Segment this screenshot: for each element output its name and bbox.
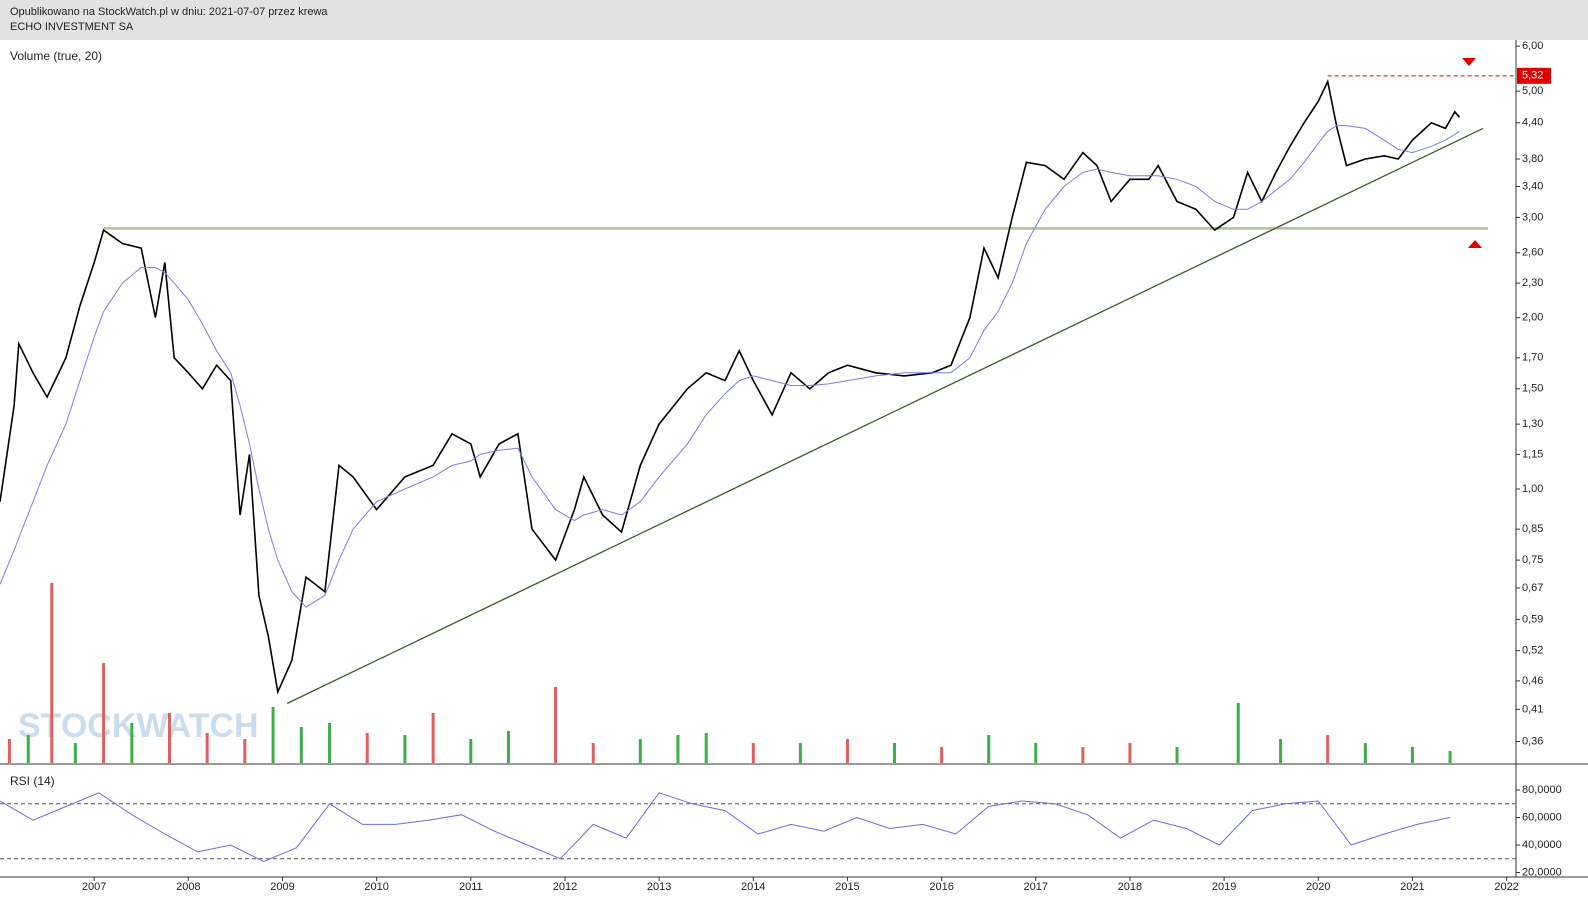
volume-bar (7, 739, 11, 763)
y-tick-label: 0,52 (1522, 645, 1543, 657)
x-tick-label: 2015 (835, 881, 859, 893)
volume-bar (1363, 743, 1367, 763)
y-tick-label: 3,40 (1522, 180, 1543, 192)
x-tick-label: 2019 (1212, 881, 1236, 893)
y-tick-label: 1,50 (1522, 383, 1543, 395)
y-tick-label: 0,46 (1522, 675, 1543, 687)
annotation-box (1517, 67, 1551, 84)
y-tick-label: 1,70 (1522, 352, 1543, 364)
series-line (0, 125, 1460, 608)
y-tick-label: 0,36 (1522, 735, 1543, 747)
series-line (0, 792, 1451, 863)
y-tick-label: 40,0000 (1522, 839, 1562, 851)
panel-label: Volume (true, 20) (10, 49, 102, 63)
volume-bar (299, 727, 303, 763)
y-tick-label: 0,67 (1522, 582, 1543, 594)
y-tick-label: 3,80 (1522, 153, 1543, 165)
volume-bar (102, 663, 106, 763)
y-tick-label: 6,00 (1522, 40, 1543, 52)
header-line: Opublikowano na StockWatch.pl w dniu: 20… (10, 6, 328, 18)
y-tick-label: 0,59 (1522, 613, 1543, 625)
volume-bar (1279, 739, 1283, 763)
marker (1462, 58, 1476, 66)
y-tick-label: 1,15 (1522, 448, 1543, 460)
volume-bar (271, 707, 275, 763)
volume-bar (940, 747, 944, 763)
volume-bar (704, 733, 708, 763)
y-tick-label: 20,0000 (1522, 866, 1562, 878)
volume-bar (1410, 747, 1414, 763)
y-tick-label: 4,40 (1522, 117, 1543, 129)
header-band (0, 0, 1588, 40)
watermark: STOCKWATCH (18, 707, 259, 745)
volume-bar (1236, 703, 1240, 763)
x-tick-label: 2020 (1306, 881, 1330, 893)
trend-line (286, 127, 1484, 704)
y-tick-label: 3,00 (1522, 211, 1543, 223)
x-tick-label: 2022 (1494, 881, 1518, 893)
x-tick-label: 2007 (82, 881, 106, 893)
series-line (0, 78, 1461, 695)
x-tick-label: 2016 (929, 881, 953, 893)
x-tick-label: 2012 (553, 881, 577, 893)
y-tick-label: 1,30 (1522, 418, 1543, 430)
volume-bar (893, 743, 897, 763)
volume-bar (328, 723, 332, 763)
volume-bar (1175, 747, 1179, 763)
volume-bar (26, 735, 30, 763)
volume-bar (1034, 743, 1038, 763)
y-tick-label: 2,30 (1522, 277, 1543, 289)
volume-bar (554, 687, 558, 763)
volume-bar (638, 739, 642, 763)
x-tick-label: 2008 (176, 881, 200, 893)
annotation-label: 5,32 (1522, 70, 1543, 82)
x-tick-label: 2014 (741, 881, 765, 893)
x-tick-label: 2018 (1118, 881, 1142, 893)
volume-bar (50, 583, 54, 763)
panel-label: RSI (14) (10, 774, 55, 788)
x-tick-label: 2017 (1024, 881, 1048, 893)
volume-bar (130, 723, 134, 763)
volume-bar (167, 713, 171, 763)
y-tick-label: 0,75 (1522, 554, 1543, 566)
volume-bar (243, 739, 247, 763)
volume-bar (591, 743, 595, 763)
volume-bar (676, 735, 680, 763)
y-tick-label: 2,60 (1522, 247, 1543, 259)
volume-bar (751, 743, 755, 763)
volume-bar (73, 743, 77, 763)
x-tick-label: 2009 (270, 881, 294, 893)
volume-bar (469, 739, 473, 763)
volume-bar (431, 713, 435, 763)
volume-bar (205, 733, 209, 763)
volume-bar (1081, 747, 1085, 763)
y-tick-label: 1,00 (1522, 483, 1543, 495)
y-tick-label: 80,0000 (1522, 784, 1562, 796)
volume-bar (798, 743, 802, 763)
y-tick-label: 2,00 (1522, 312, 1543, 324)
y-tick-label: 5,00 (1522, 85, 1543, 97)
x-tick-label: 2021 (1400, 881, 1424, 893)
x-tick-label: 2010 (364, 881, 388, 893)
volume-bar (1326, 735, 1330, 763)
volume-bar (506, 731, 510, 763)
x-tick-label: 2013 (647, 881, 671, 893)
volume-bar (365, 733, 369, 763)
y-tick-label: 0,41 (1522, 703, 1543, 715)
volume-bar (987, 735, 991, 763)
header-line: ECHO INVESTMENT SA (10, 21, 134, 33)
marker (1468, 240, 1482, 248)
volume-bar (1448, 751, 1452, 763)
volume-bar (1128, 743, 1132, 763)
y-tick-label: 60,0000 (1522, 811, 1562, 823)
x-tick-label: 2011 (459, 881, 483, 893)
y-tick-label: 0,85 (1522, 523, 1543, 535)
volume-bar (403, 735, 407, 763)
volume-bar (845, 739, 849, 763)
